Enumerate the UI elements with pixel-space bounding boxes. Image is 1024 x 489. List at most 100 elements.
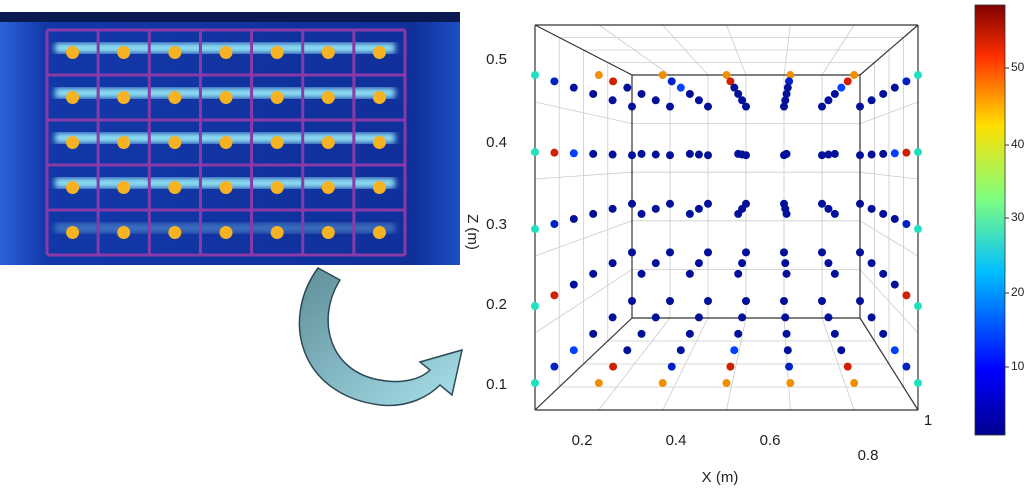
colorbar-tick-label: 40	[1011, 137, 1024, 151]
point	[742, 102, 750, 111]
point	[637, 329, 646, 338]
scatter-3d	[531, 24, 922, 411]
sensor-dot	[372, 46, 386, 59]
point	[594, 71, 603, 80]
point	[637, 149, 646, 158]
point	[726, 362, 735, 371]
point	[550, 219, 559, 228]
sensor-dot	[66, 91, 80, 104]
point	[704, 199, 712, 208]
point	[628, 248, 636, 257]
point	[837, 346, 846, 355]
point	[550, 148, 559, 157]
point	[830, 89, 839, 98]
sensor-dot	[117, 136, 131, 149]
sensor-dot	[372, 181, 386, 194]
point	[608, 150, 617, 159]
x-tick-label: 0.4	[666, 432, 687, 449]
point	[818, 296, 826, 305]
z-tick-label: 0.2	[486, 296, 507, 313]
point	[867, 313, 876, 322]
point	[783, 346, 792, 355]
point	[676, 83, 685, 92]
sensor-dot	[372, 226, 386, 239]
sensor-dot	[219, 181, 233, 194]
point	[550, 291, 559, 300]
point	[780, 102, 788, 111]
point	[569, 346, 578, 355]
point	[824, 150, 833, 159]
point	[694, 96, 703, 105]
point	[694, 259, 703, 268]
point	[651, 150, 660, 159]
point	[890, 214, 899, 223]
point	[704, 151, 712, 160]
point	[666, 296, 674, 305]
point	[589, 269, 598, 278]
point	[685, 149, 694, 158]
point	[608, 313, 617, 322]
point	[867, 259, 876, 268]
point	[651, 259, 660, 268]
sensor-dot	[219, 136, 233, 149]
point	[742, 199, 750, 208]
sensor-dot	[168, 136, 182, 149]
point	[666, 199, 674, 208]
point	[914, 302, 922, 311]
point	[914, 225, 922, 234]
point	[589, 209, 598, 218]
sensor-dot	[219, 46, 233, 59]
point	[742, 151, 750, 160]
point	[569, 149, 578, 158]
point	[879, 89, 888, 98]
point	[666, 102, 674, 111]
point	[609, 362, 618, 371]
sensor-dot	[168, 181, 182, 194]
point	[726, 77, 735, 86]
point	[902, 291, 911, 300]
point	[890, 83, 899, 92]
box-edge	[859, 317, 919, 411]
point	[890, 280, 899, 289]
sensor-dot	[168, 46, 182, 59]
point	[843, 362, 852, 371]
z-axis-label: Z (m)	[464, 214, 481, 250]
point	[704, 102, 712, 111]
box-edge	[726, 24, 747, 76]
box-edge	[821, 317, 855, 411]
sensor-dot	[66, 46, 80, 59]
box-edge	[534, 220, 633, 257]
box-edge	[662, 24, 709, 76]
colorbar-tick-label: 50	[1011, 60, 1024, 74]
sensor-dot	[117, 91, 131, 104]
point	[608, 259, 617, 268]
point	[623, 346, 632, 355]
point	[589, 329, 598, 338]
box-edge	[859, 220, 919, 257]
box-edge	[859, 101, 919, 124]
z-tick-label: 0.3	[486, 216, 507, 233]
sensor-dot	[321, 181, 335, 194]
point	[685, 329, 694, 338]
point	[879, 269, 888, 278]
point	[651, 313, 660, 322]
point	[637, 269, 646, 278]
point	[856, 199, 864, 208]
point	[651, 96, 660, 105]
point	[879, 209, 888, 218]
colorbar-tick-label: 10	[1011, 359, 1024, 373]
point	[722, 71, 731, 80]
point	[704, 248, 712, 257]
point	[531, 148, 539, 157]
point	[914, 71, 922, 80]
sensor-dot	[372, 91, 386, 104]
point	[782, 329, 791, 338]
sensor-dot	[117, 226, 131, 239]
point	[867, 96, 876, 105]
point	[850, 71, 859, 80]
sensor-dot	[270, 46, 284, 59]
point	[818, 248, 826, 257]
sensor-dot	[321, 46, 335, 59]
point	[782, 269, 791, 278]
point	[608, 204, 617, 213]
